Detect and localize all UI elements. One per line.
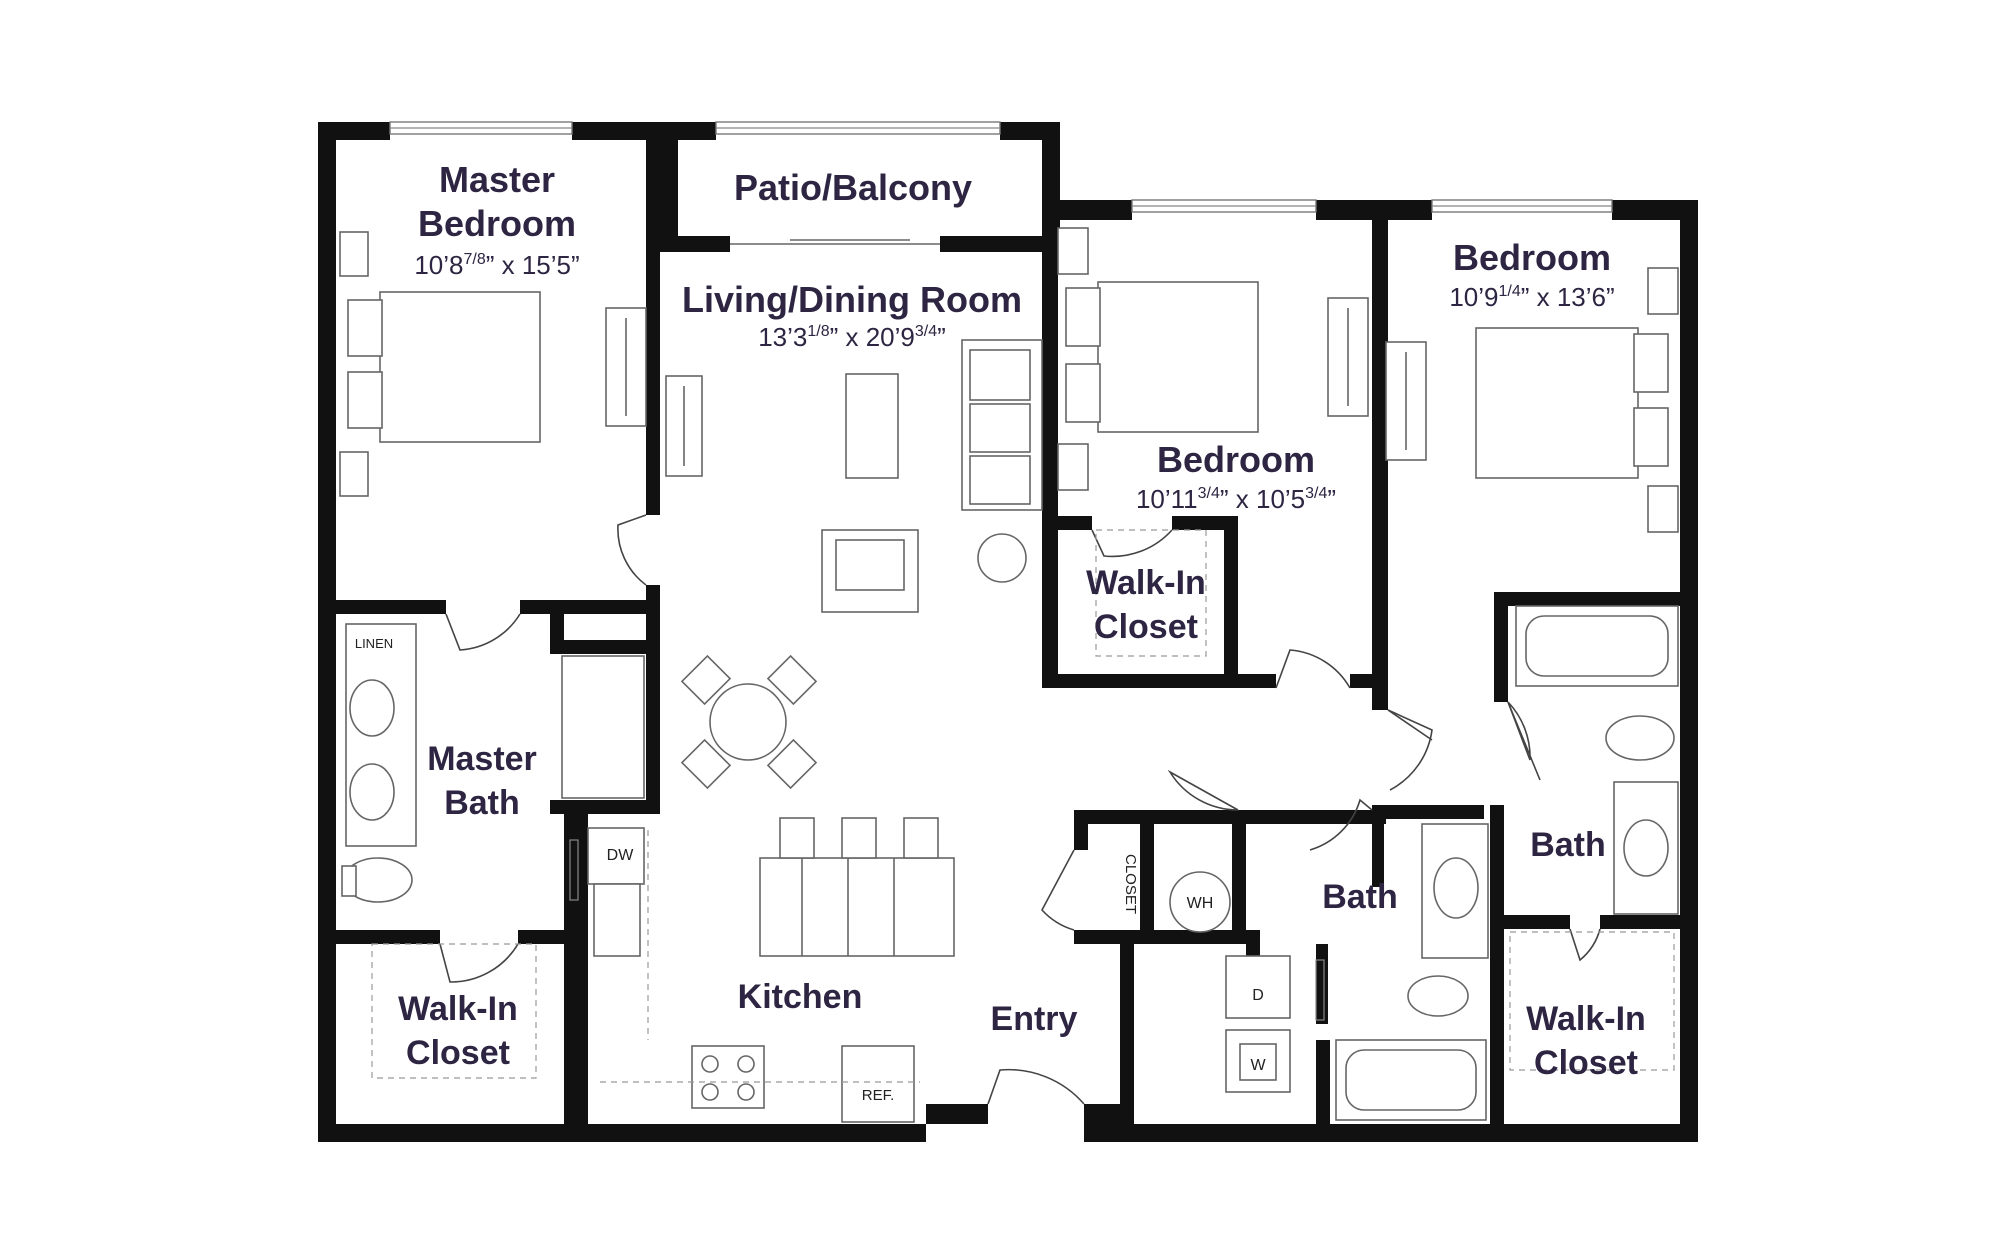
- room-labels: Master Bedroom 10’87/8” x 15’5” Patio/Ba…: [398, 159, 1646, 1082]
- water-heater: [1169, 871, 1231, 933]
- walkin-right-title: Walk-In: [1526, 1000, 1646, 1038]
- bedroom-right-dimensions: 10’91/4” x 13’6”: [1449, 282, 1614, 312]
- right-bath-fixtures: [1509, 605, 1679, 1071]
- exterior-walls: [318, 122, 1698, 1142]
- side-table: [977, 533, 1027, 583]
- walkin-master-title: Walk-In: [398, 990, 518, 1028]
- dryer-label: D: [1252, 987, 1264, 1004]
- linen-label: LINEN: [355, 636, 393, 651]
- kitchen-title: Kitchen: [738, 978, 863, 1016]
- coffee-table: [845, 373, 899, 479]
- living-dimensions: 13’31/8” x 20’93/4”: [758, 322, 946, 352]
- wh-label: WH: [1187, 895, 1214, 912]
- bedroom-mid-dimensions: 10’113/4” x 10’53/4”: [1136, 484, 1336, 514]
- master-bath-title: Master: [427, 740, 537, 778]
- dw-label: DW: [607, 847, 635, 864]
- entry-fixtures: [1169, 871, 1291, 1093]
- mid-bath-fixtures: [1315, 823, 1489, 1121]
- bedroom-mid-title: Bedroom: [1157, 439, 1315, 480]
- master-bedroom-dimensions: 10’87/8” x 15’5”: [414, 250, 579, 280]
- bed: [379, 291, 541, 443]
- master-bedroom-title-2: Bedroom: [418, 203, 576, 244]
- walkin-mid-title: Walk-In: [1086, 564, 1206, 602]
- closet-label: CLOSET: [1122, 854, 1139, 914]
- bath-mid-title: Bath: [1322, 878, 1398, 916]
- bath-right-title: Bath: [1530, 826, 1606, 864]
- right-bedroom-furniture: [1385, 267, 1679, 533]
- patio-title: Patio/Balcony: [734, 167, 972, 208]
- fixture-labels: LINEN DW CLOSET WH D W REF.: [355, 636, 1267, 1104]
- mid-bedroom-furniture: [1057, 227, 1369, 657]
- island: [759, 857, 955, 957]
- living-title: Living/Dining Room: [682, 279, 1022, 320]
- master-bath-title-2: Bath: [444, 784, 520, 822]
- living-furniture: [665, 339, 1043, 790]
- interior-walls: [336, 140, 1680, 1142]
- kitchen-fixtures: [587, 817, 955, 1123]
- washer-label: W: [1250, 1057, 1266, 1074]
- windows: [389, 121, 1613, 245]
- ref-label: REF.: [862, 1087, 895, 1104]
- walkin-master-title-2: Closet: [406, 1034, 510, 1072]
- master-bedroom-furniture: [339, 231, 647, 497]
- bedroom-right-title: Bedroom: [1453, 237, 1611, 278]
- walkin-mid-title-2: Closet: [1094, 608, 1198, 646]
- bed: [1097, 281, 1259, 433]
- master-bath-fixtures: [341, 623, 645, 1079]
- doors: [439, 514, 1601, 1105]
- walkin-right-title-2: Closet: [1534, 1044, 1638, 1082]
- entry-title: Entry: [991, 1000, 1078, 1038]
- master-bedroom-title: Master: [439, 159, 555, 200]
- bed: [1475, 327, 1639, 479]
- dining-table: [709, 683, 787, 761]
